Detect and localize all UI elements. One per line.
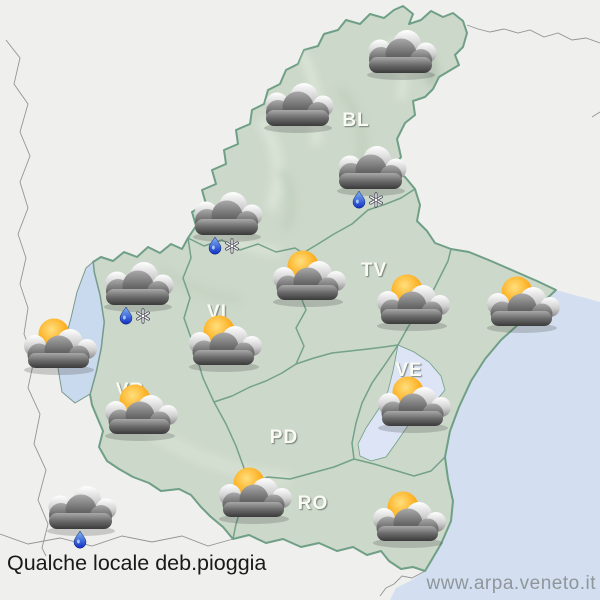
- province-label-tv: TV: [361, 260, 387, 281]
- neighbor-border-lines: [0, 24, 600, 597]
- forecast-caption: Qualche locale deb.pioggia: [7, 551, 267, 575]
- province-label-bl: BL: [342, 110, 369, 131]
- province-label-ve: VE: [395, 360, 422, 381]
- sea-shape: [390, 290, 600, 600]
- website-url: www.arpa.veneto.it: [426, 573, 596, 594]
- province-label-pd: PD: [270, 427, 298, 448]
- province-label-ro: RO: [298, 493, 329, 514]
